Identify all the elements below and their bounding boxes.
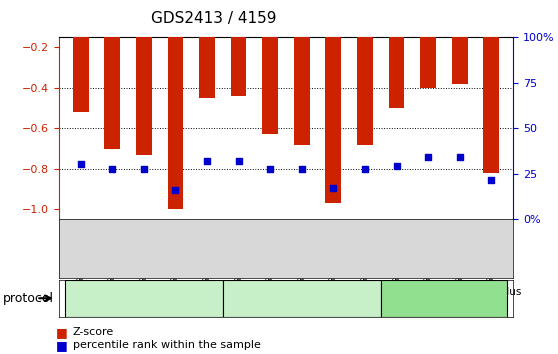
Bar: [65, 280, 223, 317]
Bar: [73, 7, 89, 112]
Text: ■: ■: [56, 326, 68, 338]
Point: [360, 166, 369, 172]
Point: [392, 163, 401, 169]
Point: [203, 158, 211, 164]
Bar: [199, 7, 215, 98]
Point: [140, 166, 148, 172]
Bar: [381, 280, 507, 317]
Bar: [325, 7, 341, 203]
Point: [108, 166, 117, 172]
Bar: [167, 7, 184, 209]
Text: percentile rank within the sample: percentile rank within the sample: [73, 340, 261, 350]
Text: high-fat high-calorie diet: high-fat high-calorie diet: [237, 293, 367, 303]
Point: [266, 166, 275, 172]
Point: [76, 161, 85, 167]
Bar: [136, 7, 152, 155]
Text: GDS2413 / 4159: GDS2413 / 4159: [151, 11, 276, 26]
Bar: [420, 7, 436, 88]
Text: high-fat high-calorie diet plus
resveratrol: high-fat high-calorie diet plus resverat…: [367, 287, 521, 309]
Bar: [230, 7, 247, 96]
Bar: [388, 7, 405, 108]
Point: [329, 185, 338, 191]
Point: [234, 158, 243, 164]
Text: ■: ■: [56, 339, 68, 352]
Bar: [452, 7, 468, 84]
Bar: [357, 7, 373, 144]
Bar: [483, 7, 499, 173]
Point: [424, 155, 432, 160]
Point: [455, 155, 464, 160]
Text: Z-score: Z-score: [73, 327, 114, 337]
Point: [487, 177, 496, 183]
Bar: [223, 280, 381, 317]
Point: [171, 187, 180, 193]
Bar: [294, 7, 310, 144]
Text: control diet: control diet: [114, 293, 174, 303]
Bar: [104, 7, 120, 149]
Text: protocol: protocol: [3, 292, 54, 305]
Point: [297, 166, 306, 172]
Bar: [262, 7, 278, 135]
